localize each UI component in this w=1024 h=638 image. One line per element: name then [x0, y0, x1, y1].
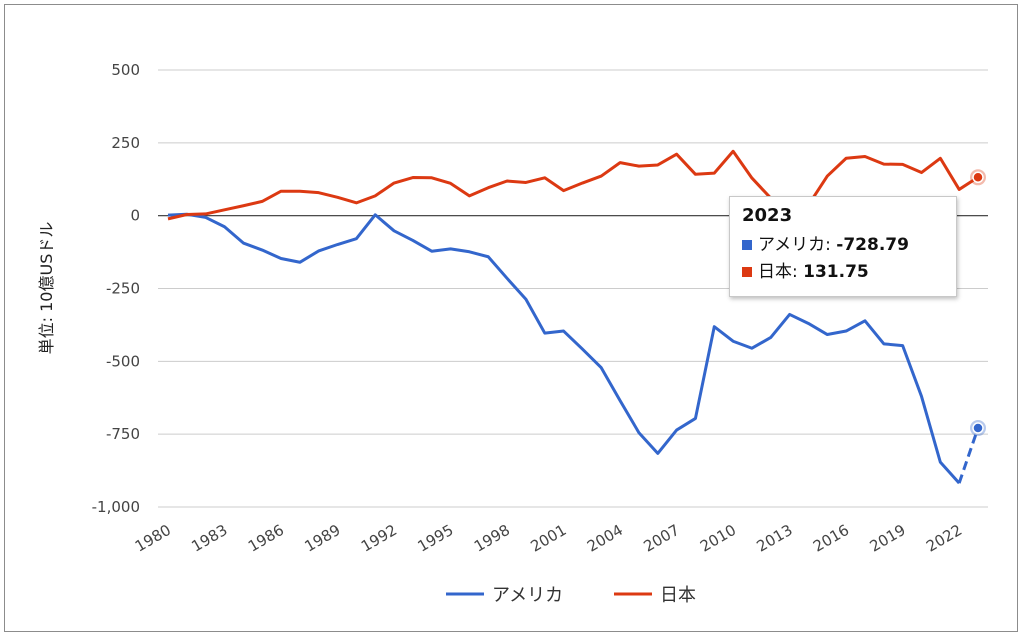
- tooltip: 2023 アメリカ: -728.79 日本: 131.75: [729, 196, 957, 297]
- y-tick-label: -750: [106, 425, 140, 443]
- x-tick-label: 2001: [528, 521, 570, 556]
- tooltip-swatch-japan: [742, 267, 752, 277]
- series-line-1[interactable]: [167, 149, 979, 221]
- y-axis-label: 単位: 10億USドル: [37, 222, 56, 355]
- y-tick-label: -500: [106, 352, 140, 370]
- x-tick-label: 2022: [923, 521, 965, 556]
- grid-lines: [158, 69, 988, 508]
- x-tick-label: 2013: [754, 521, 796, 556]
- y-tick-label: 250: [111, 134, 140, 152]
- legend-label-america: アメリカ: [492, 585, 563, 606]
- series-line-forecast-0[interactable]: [957, 427, 980, 484]
- highlight-point[interactable]: [972, 422, 984, 434]
- highlight-point[interactable]: [972, 171, 984, 184]
- series-line-0[interactable]: [167, 212, 961, 485]
- tooltip-value-japan: 131.75: [803, 262, 869, 282]
- x-tick-label: 1989: [301, 521, 343, 556]
- tooltip-swatch-america: [742, 240, 752, 250]
- x-tick-label: 1980: [132, 521, 174, 556]
- legend-label-japan: 日本: [660, 585, 696, 606]
- x-tick-label: 1998: [471, 521, 513, 556]
- tooltip-row-america: アメリカ: -728.79: [742, 232, 944, 259]
- tooltip-label-japan: 日本:: [758, 262, 804, 282]
- y-tick-label: -1,000: [92, 498, 140, 516]
- x-tick-label: 2016: [810, 521, 852, 556]
- x-tick-label: 1986: [245, 521, 287, 556]
- y-tick-label: 0: [130, 207, 140, 225]
- legend[interactable]: アメリカ 日本: [446, 585, 696, 606]
- x-tick-label: 2010: [697, 521, 739, 556]
- chart-frame: [4, 4, 1018, 632]
- tooltip-row-japan: 日本: 131.75: [742, 259, 944, 286]
- x-tick-label: 1992: [358, 521, 400, 556]
- y-tick-label: -250: [106, 280, 140, 298]
- x-tick-label: 2007: [641, 521, 683, 556]
- series-lines: [167, 149, 986, 485]
- x-tick-label: 2019: [867, 521, 909, 556]
- tooltip-value-america: -728.79: [836, 235, 909, 255]
- x-tick-label: 1995: [414, 521, 456, 556]
- y-tick-labels: 500 250 0 -250 -500 -750 -1,000: [92, 61, 140, 516]
- tooltip-title: 2023: [742, 205, 793, 226]
- y-tick-label: 500: [111, 61, 140, 79]
- x-tick-labels: 1980 1983 1986 1989 1992 1995 1998 2001 2004 2007…: [132, 521, 965, 556]
- tooltip-label-america: アメリカ:: [758, 235, 837, 255]
- x-tick-label: 2004: [584, 521, 626, 556]
- x-tick-label: 1983: [188, 521, 230, 556]
